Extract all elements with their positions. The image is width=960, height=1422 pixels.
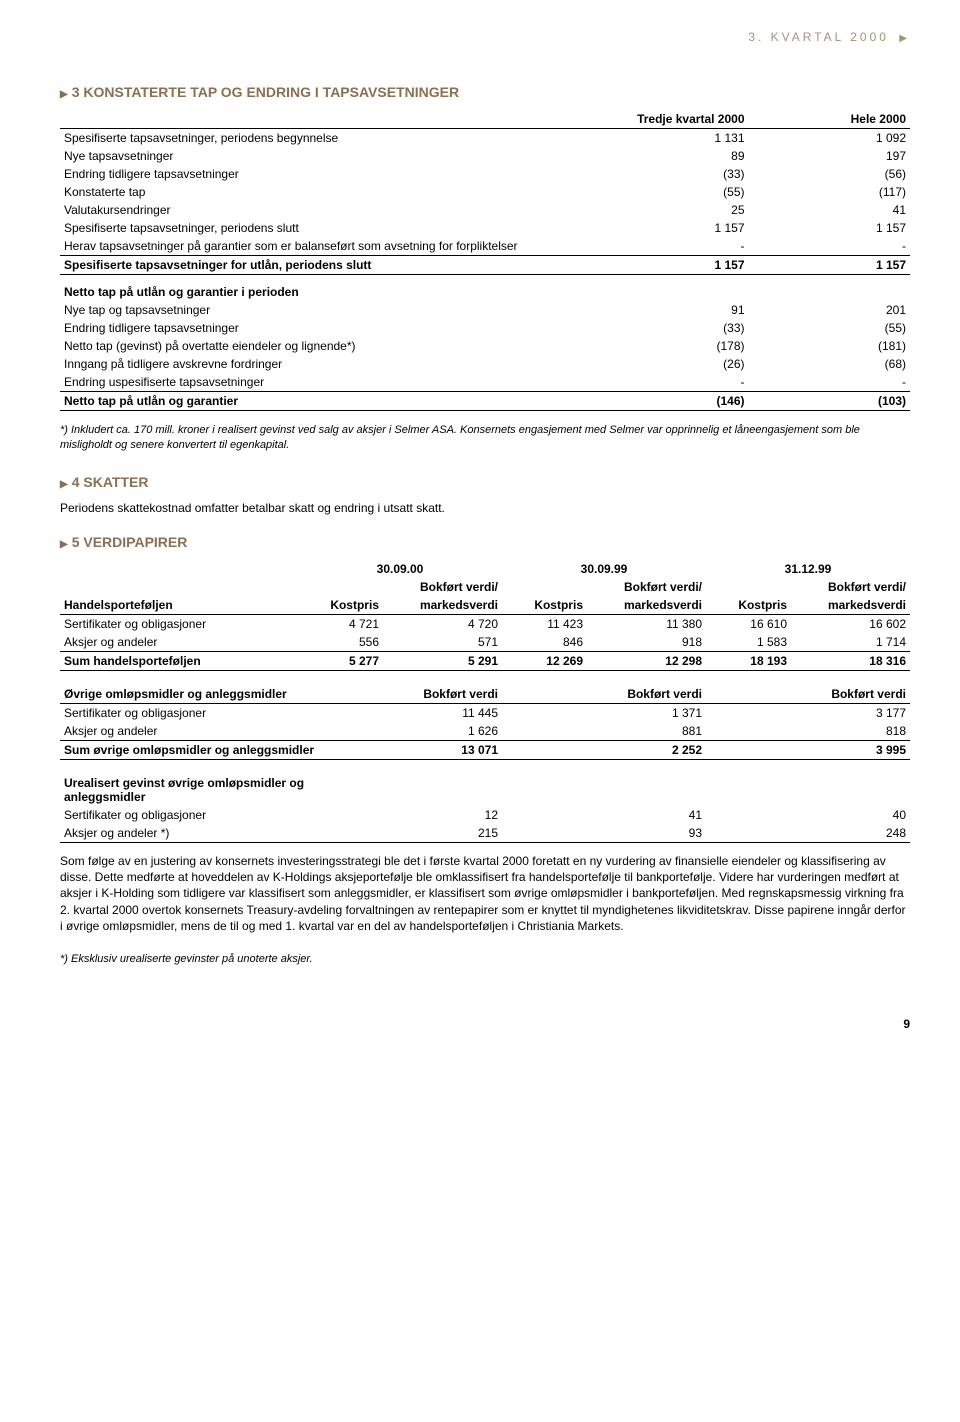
col-header: Hele 2000 — [749, 110, 911, 129]
table-row: Spesifiserte tapsavsetninger, periodens … — [60, 129, 910, 148]
date-header: 30.09.99 — [502, 560, 706, 578]
table-row: Nye tapsavsetninger89197 — [60, 147, 910, 165]
triangle-icon: ▶ — [60, 539, 68, 550]
section5-title-text: 5 VERDIPAPIRER — [72, 534, 188, 550]
triangle-icon: ▶ — [60, 479, 68, 490]
date-header: 30.09.00 — [298, 560, 502, 578]
section5-body: Som følge av en justering av konsernets … — [60, 853, 910, 934]
header-label: 3. KVARTAL 2000 — [748, 30, 889, 44]
table-row: Konstaterte tap(55)(117) — [60, 183, 910, 201]
table-row: Sertifikater og obligasjoner 11 445 1 37… — [60, 703, 910, 722]
table-row: Endring uspesifiserte tapsavsetninger-- — [60, 373, 910, 392]
section5-title: ▶ 5 VERDIPAPIRER — [60, 534, 910, 550]
table-sum-row: Sum øvrige omløpsmidler og anleggsmidler… — [60, 740, 910, 759]
table-row: Sertifikater og obligasjoner 12 41 40 — [60, 806, 910, 824]
subsection-title-row: Netto tap på utlån og garantier i period… — [60, 275, 910, 302]
left-header: Handelsporteføljen — [60, 596, 298, 615]
table-row: Aksjer og andeler 556571 846918 1 5831 7… — [60, 633, 910, 652]
table-row: Inngang på tidligere avskrevne fordringe… — [60, 355, 910, 373]
table-sum-row: Spesifiserte tapsavsetninger for utlån, … — [60, 256, 910, 275]
page-header: 3. KVARTAL 2000 ▶ — [60, 30, 910, 44]
table-section3: Tredje kvartal 2000 Hele 2000 Spesifiser… — [60, 110, 910, 411]
table-section5-c: Urealisert gevinst øvrige omløpsmidler o… — [60, 774, 910, 843]
triangle-icon: ▶ — [60, 89, 68, 100]
col-header: Tredje kvartal 2000 — [587, 110, 749, 129]
date-header: 31.12.99 — [706, 560, 910, 578]
table-sum-row: Netto tap på utlån og garantier(146)(103… — [60, 392, 910, 411]
table-row: Aksjer og andeler 1 626 881 818 — [60, 722, 910, 741]
table-row: Nye tap og tapsavsetninger91201 — [60, 301, 910, 319]
table-row: Aksjer og andeler *) 215 93 248 — [60, 824, 910, 843]
page-number: 9 — [60, 1017, 910, 1031]
section4-title: ▶ 4 SKATTER — [60, 474, 910, 490]
table-row: Valutakursendringer2541 — [60, 201, 910, 219]
table-row: Endring tidligere tapsavsetninger(33)(55… — [60, 319, 910, 337]
table-row: Herav tapsavsetninger på garantier som e… — [60, 237, 910, 256]
left-header: Urealisert gevinst øvrige omløpsmidler o… — [60, 774, 383, 806]
section3-title: ▶ 3 KONSTATERTE TAP OG ENDRING I TAPSAVSE… — [60, 84, 910, 100]
section3-title-text: 3 KONSTATERTE TAP OG ENDRING I TAPSAVSET… — [72, 84, 459, 100]
table-sum-row: Sum handelsporteføljen 5 2775 291 12 269… — [60, 651, 910, 670]
table-section5-a: 30.09.00 30.09.99 31.12.99 Bokført verdi… — [60, 560, 910, 671]
table-section5-b: Øvrige omløpsmidler og anleggsmidler Bok… — [60, 685, 910, 760]
table-row: Netto tap (gevinst) på overtatte eiendel… — [60, 337, 910, 355]
table-row: Endring tidligere tapsavsetninger(33)(56… — [60, 165, 910, 183]
table-row: Sertifikater og obligasjoner 4 7214 720 … — [60, 614, 910, 633]
section5-footnote: *) Eksklusiv urealiserte gevinster på un… — [60, 952, 910, 967]
section4-text: Periodens skattekostnad omfatter betalba… — [60, 500, 910, 516]
section4-title-text: 4 SKATTER — [72, 474, 149, 490]
left-header: Øvrige omløpsmidler og anleggsmidler — [60, 685, 383, 704]
table-row: Spesifiserte tapsavsetninger, periodens … — [60, 219, 910, 237]
section3-footnote: *) Inkludert ca. 170 mill. kroner i real… — [60, 423, 910, 454]
header-arrow-icon: ▶ — [899, 33, 910, 44]
